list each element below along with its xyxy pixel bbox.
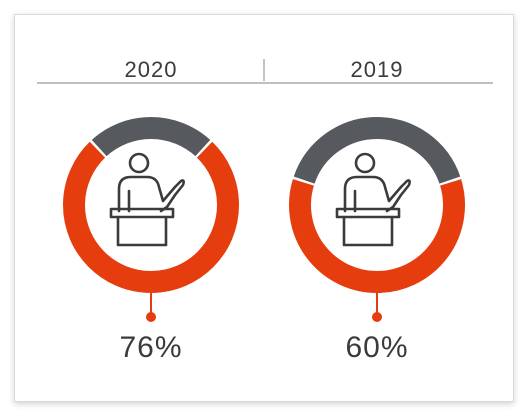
presenter-at-podium-icon [109,152,185,247]
year-label-2019: 2019 [351,57,404,82]
donut-segment-remainder [293,117,461,184]
pointer-dot [146,312,156,322]
donut-segment-remainder [91,117,211,157]
donut-2019 [289,117,465,322]
presenter-at-podium-icon [335,152,411,247]
donut-2020 [63,117,239,322]
percentage-label-2020: 76% [119,331,182,364]
donut-segment-share [63,141,239,293]
percentage-label-2019: 60% [345,331,408,364]
year-label-2020: 2020 [125,57,178,82]
infographic-card: 2020 2019 76% 60% [14,14,514,402]
donut-segment-share [289,179,465,293]
pointer-dot [372,312,382,322]
donut-chart-svg: 2020 2019 76% 60% [37,57,493,364]
